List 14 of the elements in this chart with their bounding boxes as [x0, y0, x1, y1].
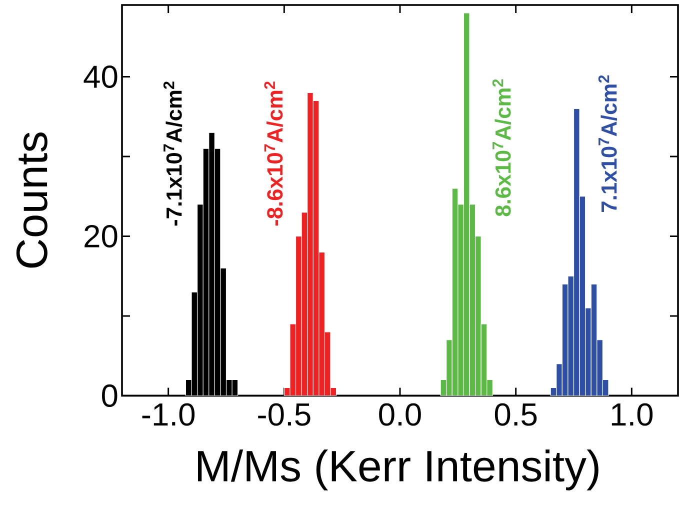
x-axis-title: M/Ms (Kerr Intensity) — [198, 450, 598, 490]
y-tick-label: 40 — [84, 65, 118, 88]
y-tick-label: 20 — [84, 224, 118, 248]
legend-label: -7.1x10$^{7}$A/cm$^{2}$ — [163, 82, 182, 226]
x-tick-label: -0.5 — [258, 403, 310, 426]
text: -8.6x10$^{7}$A/cm$^{2}$ — [264, 82, 283, 226]
text: 8.6x10$^{7}$A/cm$^{2}$ — [492, 79, 512, 216]
y-tick-label: 0 — [102, 384, 118, 407]
x-tick-label: 1.0 — [612, 403, 653, 426]
x-tick-label: 0.5 — [494, 403, 537, 426]
x-tick-label: -1.0 — [142, 403, 195, 426]
text: 7.1x10$^{7}$A/cm$^{2}$ — [598, 75, 618, 212]
x-tick-label: 0.0 — [379, 403, 421, 426]
y-axis-title: Counts — [16, 132, 48, 268]
